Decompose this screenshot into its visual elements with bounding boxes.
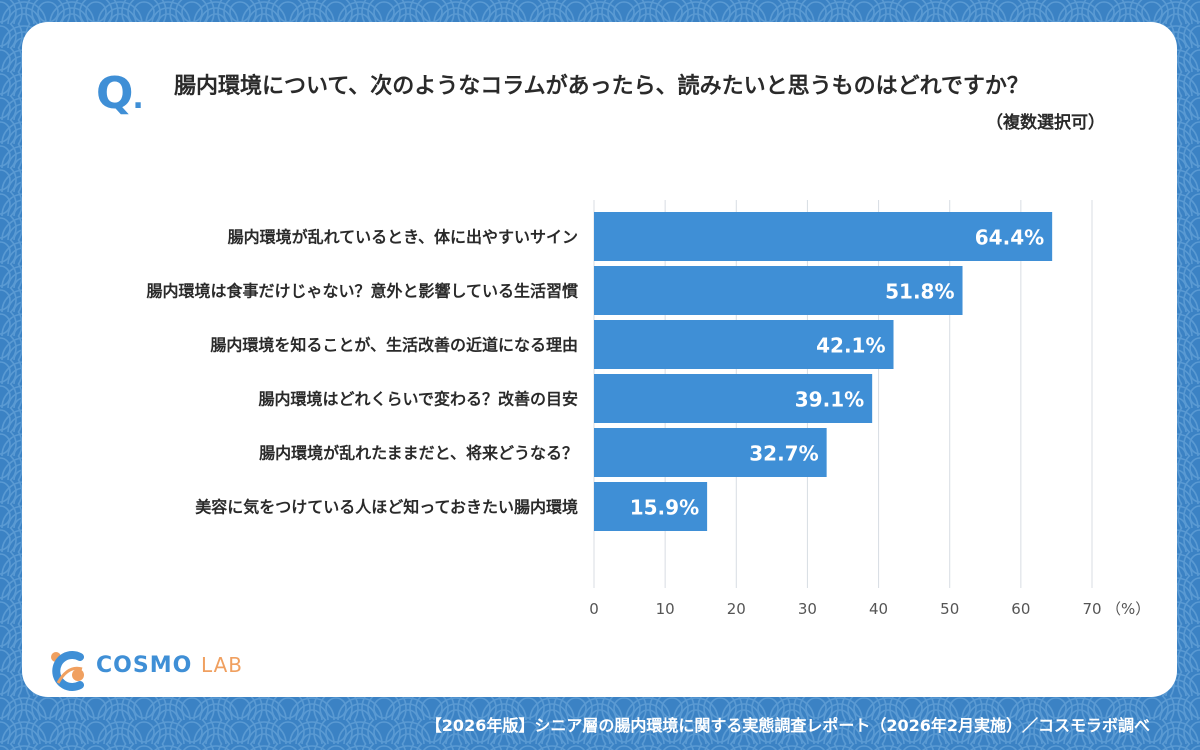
category-labels: 腸内環境が乱れているとき、体に出やすいサイン腸内環境は食事だけじゃない？意外と影… (146, 228, 578, 517)
question-text: 腸内環境について、次のようなコラムがあったら、読みたいと思うものはどれですか？ (174, 74, 1029, 99)
bar (594, 374, 873, 423)
cosmo-lab-logo-icon (51, 651, 84, 691)
bar-value-label: 15.9% (630, 496, 699, 520)
bars: 64.4% 51.8% 42.1% 39.1% 32.7% 15.9% (594, 212, 1053, 531)
x-tick-label: 20 (727, 600, 746, 618)
question-mark: Q. (96, 68, 144, 119)
bar-value-label: 32.7% (749, 442, 818, 466)
footer-source: 【2026年版】シニア層の腸内環境に関する実態調査レポート（2026年2月実施）… (425, 716, 1150, 735)
bar-value-label: 51.8% (885, 280, 954, 304)
x-tick-label: 10 (656, 600, 675, 618)
category-label: 腸内環境が乱れたままだと、将来どうなる？ (259, 444, 578, 463)
x-tick-label: 30 (798, 600, 817, 618)
category-label: 腸内環境が乱れているとき、体に出やすいサイン (228, 228, 578, 247)
bar (594, 320, 894, 369)
brand-name: COSMO LAB (96, 653, 243, 678)
x-tick-label: 40 (869, 600, 888, 618)
x-tick-label: 50 (940, 600, 959, 618)
x-axis-unit: （%） (1106, 600, 1150, 618)
x-tick-label: 70 (1082, 600, 1101, 618)
bar-value-label: 42.1% (816, 334, 885, 358)
x-tick-label: 0 (589, 600, 599, 618)
x-tick-label: 60 (1011, 600, 1030, 618)
bar-value-label: 64.4% (975, 226, 1044, 250)
category-label: 美容に気をつけている人ほど知っておきたい腸内環境 (195, 498, 578, 517)
category-label: 腸内環境はどれくらいで変わる？改善の目安 (258, 390, 578, 409)
category-label: 腸内環境は食事だけじゃない？意外と影響している生活習慣 (146, 282, 578, 301)
bar (594, 428, 827, 477)
bar-value-label: 39.1% (795, 388, 864, 412)
bar (594, 482, 708, 531)
bar (594, 212, 1053, 261)
x-tick-labels: 0 10 20 30 40 50 60 70 （%） (589, 600, 1150, 618)
bar (594, 266, 963, 315)
question-note: （複数選択可） (986, 113, 1105, 133)
category-label: 腸内環境を知ることが、生活改善の近道になる理由 (210, 336, 578, 355)
